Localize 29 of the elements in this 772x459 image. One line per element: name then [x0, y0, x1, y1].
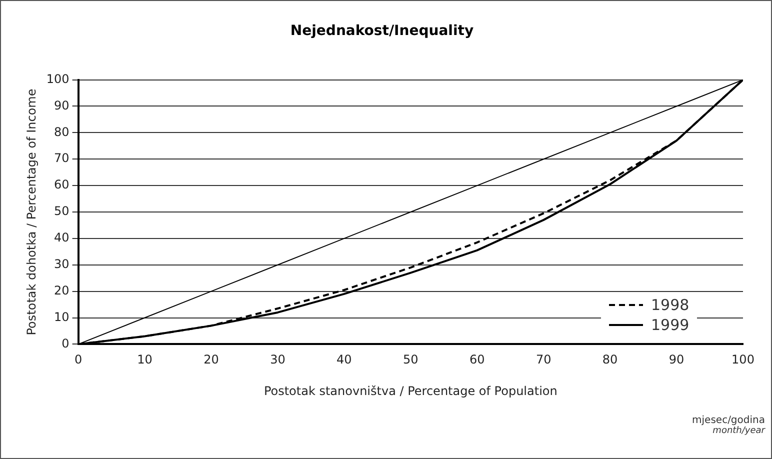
- y-tick-label: 40: [54, 230, 70, 245]
- y-tick-label: 30: [54, 257, 70, 272]
- x-tick-label: 90: [668, 352, 684, 367]
- x-tick-label: 40: [336, 352, 352, 367]
- x-tick-label: 80: [602, 352, 618, 367]
- x-tick-label: 0: [74, 352, 82, 367]
- x-tick-label: 10: [137, 352, 152, 367]
- y-tick-label: 80: [54, 124, 70, 139]
- x-tick-label: 50: [403, 352, 418, 367]
- y-tick-label: 70: [54, 151, 70, 166]
- chart-title: Nejednakost/Inequality: [290, 23, 474, 40]
- x-tick-label: 60: [469, 352, 485, 367]
- y-tick-label: 90: [54, 98, 70, 112]
- x-tick-label: 30: [270, 352, 286, 367]
- x-axis-title: Postotak stanovništva / Percentage of Population: [264, 384, 558, 398]
- y-tick-label: 10: [54, 310, 70, 324]
- x-tick-label: 100: [732, 352, 754, 367]
- legend-label: 1999: [651, 316, 690, 334]
- y-tick-label: 100: [46, 72, 70, 86]
- text: month/year: [712, 426, 765, 436]
- y-tick-label: 50: [54, 204, 70, 218]
- y-tick-label: 0: [62, 336, 70, 350]
- y-axis-title: Postotak dohotka / Percentage of Income: [24, 88, 38, 336]
- text: mjesec/godina: [692, 415, 765, 426]
- y-tick-label: 20: [54, 283, 70, 298]
- legend-label: 1998: [651, 296, 690, 314]
- y-tick-label: 60: [54, 178, 70, 192]
- x-tick-label: 70: [536, 352, 552, 367]
- x-tick-label: 20: [204, 352, 219, 367]
